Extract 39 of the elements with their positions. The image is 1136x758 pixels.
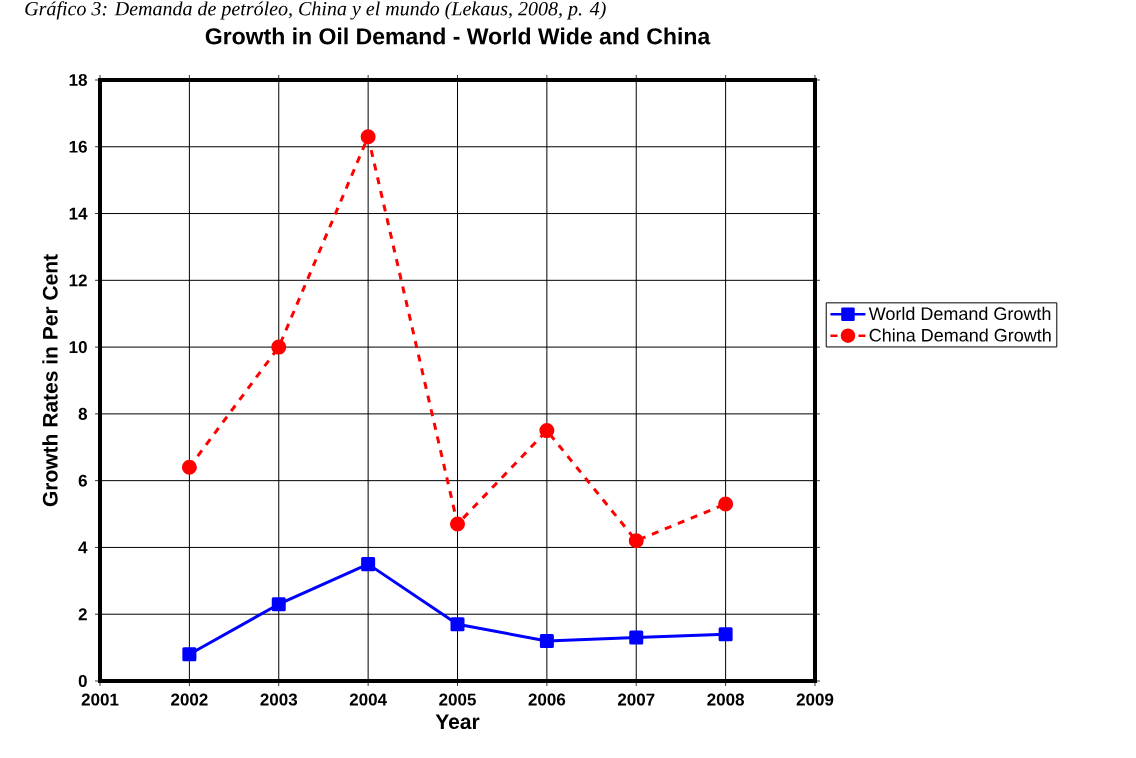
- point: [271, 339, 287, 355]
- y-tick-label: 8: [78, 407, 87, 420]
- y-tick-label: 18: [69, 73, 87, 87]
- chart-title: Growth in Oil Demand - World Wide and China: [205, 27, 711, 45]
- y-tick-label: 0: [78, 674, 87, 688]
- y-axis-title: Growth Rates in Per Cent: [42, 254, 58, 507]
- text: Gráfico 3: Demanda de petróleo, China y el mundo (Lekaus, 2008, p. 4): [25, 1, 606, 20]
- point: [718, 627, 733, 642]
- point: [629, 630, 644, 645]
- x-tick-label: 2001: [81, 693, 119, 706]
- point: [628, 533, 644, 549]
- y-tick-label: 16: [69, 140, 87, 153]
- x-tick-label: 2005: [439, 693, 476, 706]
- point: [271, 597, 286, 612]
- point: [539, 633, 554, 648]
- point: [450, 516, 465, 532]
- legend-label: World Demand Growth: [868, 306, 1051, 321]
- x-tick-label: 2003: [260, 693, 298, 706]
- y-tick-label: 10: [69, 341, 87, 354]
- point: [718, 496, 734, 512]
- y-tick-label: 6: [78, 474, 87, 487]
- x-tick-label: 2007: [617, 693, 655, 706]
- y-tick-label: 14: [69, 207, 88, 220]
- point: [360, 129, 376, 145]
- x-tick-label: 2009: [796, 693, 834, 706]
- point: [181, 459, 197, 475]
- y-tick-label: 12: [69, 274, 87, 287]
- point: [450, 617, 465, 632]
- x-tick-label: 2004: [349, 693, 387, 706]
- y-tick-label: 4: [78, 541, 88, 554]
- point: [182, 647, 197, 662]
- legend-label: China Demand Growth: [869, 328, 1051, 342]
- x-tick-label: 2006: [528, 693, 566, 706]
- x-tick-label: 2002: [171, 693, 208, 706]
- point: [361, 557, 376, 572]
- x-tick-label: 2008: [707, 693, 745, 706]
- y-tick-label: 2: [78, 608, 87, 621]
- x-axis-title: Year: [435, 714, 480, 730]
- point: [539, 423, 555, 439]
